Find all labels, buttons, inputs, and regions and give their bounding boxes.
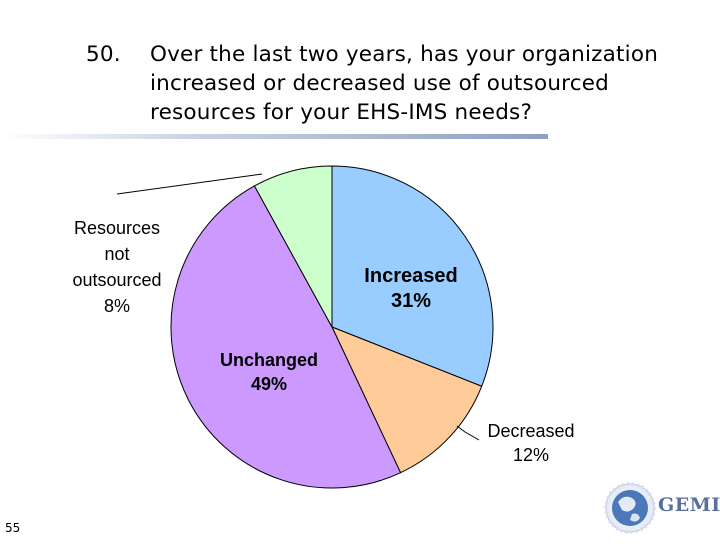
slice-label-increased: Increased 31% [364,265,457,312]
title-line-1: Over the last two years, has your organi… [150,42,659,67]
title-line-3: resources for your EHS-IMS needs? [150,100,533,125]
title-line-2: increased or decreased use of outsourced [150,71,610,96]
slice-label-decreased: Decreased 12% [487,421,574,465]
title-divider [0,134,548,139]
leader-line-resources-not-outsourced [116,173,263,195]
slice-label-unchanged: Unchanged 49% [220,350,318,394]
gemi-logo: GEMI® [588,474,720,540]
page-number: 55 [5,521,21,535]
question-number: 50. [86,42,121,67]
pie-slice-increased [331,165,494,387]
slice-label-resources-not-outsourced: Resources not outsourced 8% [72,218,161,316]
logo-name: GEMI [658,494,720,516]
pie-slice-resources-not-outsourced [253,165,333,328]
leader-line-decreased [456,425,480,441]
slide-title: 50. Over the last two years, has your or… [86,40,716,127]
globe-icon [604,482,656,534]
pie-slice-decreased [331,326,483,474]
pie-slice-unchanged [170,185,402,489]
